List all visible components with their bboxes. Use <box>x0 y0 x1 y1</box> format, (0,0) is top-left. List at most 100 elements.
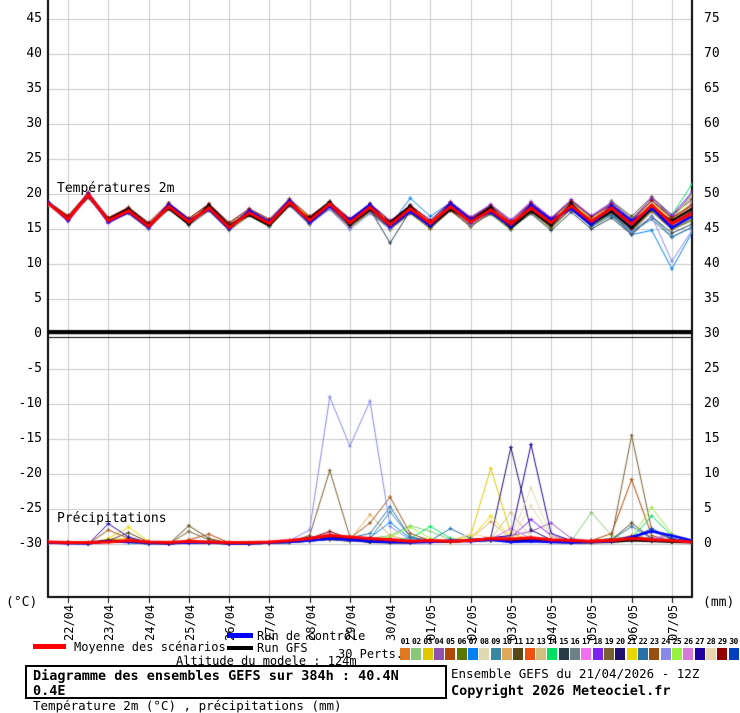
pert-number: 26 <box>683 637 693 646</box>
pert-swatch <box>626 648 637 660</box>
precipitation-panel-label: Précipitations <box>57 511 167 526</box>
pert-number: 12 <box>525 637 534 646</box>
y-axis-tick-right: 75 <box>704 11 720 26</box>
pert-swatch <box>705 648 716 660</box>
y-axis-tick-left: 15 <box>26 221 42 236</box>
pert-swatch <box>649 648 660 660</box>
diagram-title-box: Diagramme des ensembles GEFS sur 384h : … <box>25 665 447 713</box>
pert-number: 16 <box>570 637 580 646</box>
pert-number: 15 <box>559 637 568 646</box>
y-axis-tick-right: 5 <box>704 501 712 516</box>
y-axis-tick-right: 20 <box>704 396 720 411</box>
pert-number: 08 <box>479 637 489 646</box>
pert-number: 22 <box>638 637 648 646</box>
pert-number: 28 <box>706 637 716 646</box>
y-axis-tick-left: 25 <box>26 151 42 166</box>
pert-swatch <box>671 648 682 660</box>
y-axis-tick-left: 0 <box>34 326 42 341</box>
perts-count-label: 30 Perts. <box>338 647 404 661</box>
y-axis-tick-left: -20 <box>18 466 42 481</box>
y-axis-tick-left: 40 <box>26 46 42 61</box>
x-axis-date-label: 02/05 <box>464 604 479 641</box>
run-info: Ensemble GEFS du 21/04/2026 - 12Z <box>451 666 700 681</box>
y-axis-tick-left: -5 <box>26 361 42 376</box>
y-axis-tick-right: 25 <box>704 361 720 376</box>
x-axis-date-label: 01/05 <box>424 604 439 641</box>
left-axis-unit-label: (°C) <box>6 595 38 610</box>
y-axis-tick-right: 15 <box>704 431 720 446</box>
altitude-note: Altitude du modele : 124m <box>176 654 357 668</box>
control-legend-label: Run de contrôle <box>257 629 366 643</box>
pert-number: 01 <box>400 637 410 646</box>
pert-number: 03 <box>423 637 432 646</box>
y-axis-tick-right: 50 <box>704 186 720 201</box>
y-axis-tick-left: 30 <box>26 116 42 131</box>
x-axis-date-label: 22/04 <box>62 604 77 641</box>
pert-swatch <box>490 648 501 660</box>
y-axis-tick-left: -25 <box>18 501 42 516</box>
pert-swatch <box>728 648 739 660</box>
pert-number: 25 <box>672 637 682 646</box>
temperature-panel-label: Températures 2m <box>57 181 175 196</box>
pert-swatch <box>547 648 558 660</box>
pert-number: 19 <box>604 637 614 646</box>
y-axis-tick-right: 65 <box>704 81 720 96</box>
y-axis-tick-left: 10 <box>26 256 42 271</box>
y-axis-tick-left: 35 <box>26 81 42 96</box>
pert-swatch <box>660 648 671 660</box>
y-axis-tick-right: 55 <box>704 151 720 166</box>
y-axis-tick-left: 45 <box>26 11 42 26</box>
mean-legend-label: Moyenne des scénarios <box>74 640 226 654</box>
pert-number: 21 <box>627 637 636 646</box>
pert-number: 14 <box>547 637 557 646</box>
x-axis-date-label: 07/05 <box>665 604 680 641</box>
pert-number: 09 <box>491 637 500 646</box>
gfs-legend-swatch <box>227 646 253 650</box>
pert-swatch <box>581 648 592 660</box>
y-axis-tick-right: 60 <box>704 116 720 131</box>
copyright: Copyright 2026 Meteociel.fr <box>451 683 671 699</box>
x-axis-date-label: 23/04 <box>102 604 117 641</box>
pert-number: 27 <box>695 637 704 646</box>
pert-swatch <box>524 648 535 660</box>
pert-swatch <box>569 648 580 660</box>
pert-number: 18 <box>593 637 602 646</box>
diagram-subtitle: Température 2m (°C) , précipitations (mm… <box>33 698 342 713</box>
y-axis-tick-left: -10 <box>18 396 42 411</box>
pert-number: 17 <box>581 637 591 646</box>
diagram-title: Diagramme des ensembles GEFS sur 384h : … <box>33 668 399 699</box>
y-axis-tick-left: 20 <box>26 186 42 201</box>
x-axis-date-label: 30/04 <box>384 604 399 641</box>
pert-swatch <box>501 648 512 660</box>
pert-swatch <box>558 648 569 660</box>
pert-swatch <box>717 648 728 660</box>
pert-number: 02 <box>412 637 421 646</box>
pert-swatch <box>683 648 694 660</box>
pert-swatch <box>592 648 603 660</box>
y-axis-tick-right: 30 <box>704 326 720 341</box>
y-axis-tick-right: 10 <box>704 466 720 481</box>
pert-swatch <box>433 648 444 660</box>
y-axis-tick-left: 5 <box>34 291 42 306</box>
y-axis-tick-left: -15 <box>18 431 42 446</box>
pert-number: 05 <box>445 637 455 646</box>
pert-number: 10 <box>502 637 512 646</box>
y-axis-tick-right: 70 <box>704 46 720 61</box>
y-axis-tick-left: -30 <box>18 536 42 551</box>
x-axis-date-label: 05/05 <box>585 604 600 641</box>
pert-number: 11 <box>513 637 523 646</box>
pert-swatch <box>513 648 524 660</box>
pert-number: 13 <box>536 637 546 646</box>
pert-swatch <box>411 648 422 660</box>
pert-number: 29 <box>717 637 727 646</box>
y-axis-tick-right: 40 <box>704 256 720 271</box>
pert-swatch <box>694 648 705 660</box>
pert-swatch <box>445 648 456 660</box>
pert-number: 24 <box>661 637 670 646</box>
pert-swatch <box>400 648 410 660</box>
pert-number: 06 <box>457 637 466 646</box>
control-legend-swatch <box>227 633 253 638</box>
x-axis-date-label: 24/04 <box>142 604 157 641</box>
pert-swatch <box>479 648 490 660</box>
